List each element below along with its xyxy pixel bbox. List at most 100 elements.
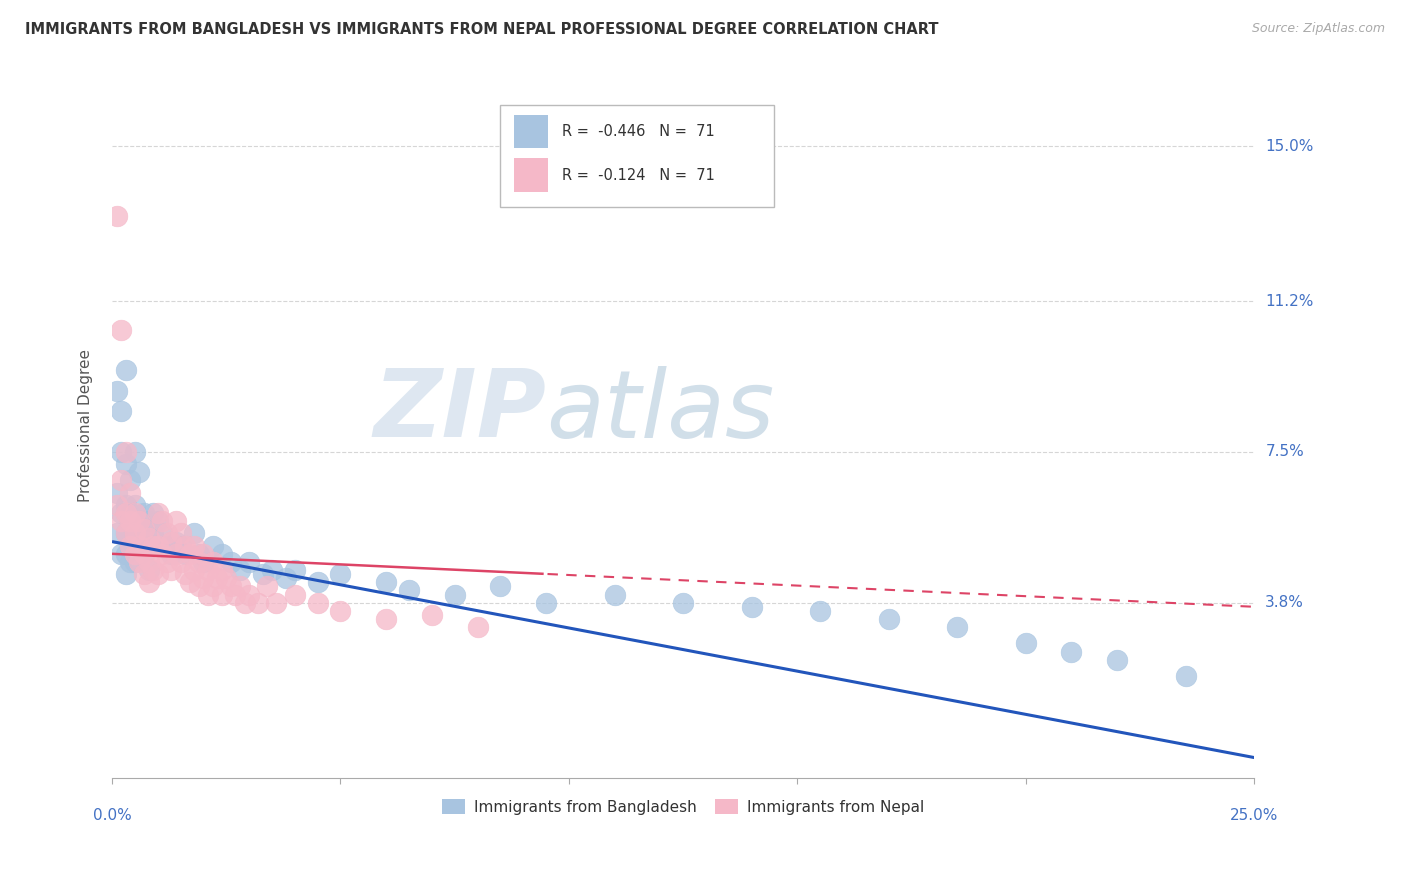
Point — [146, 539, 169, 553]
Point — [741, 599, 763, 614]
Point — [128, 514, 150, 528]
Point — [211, 547, 233, 561]
Point — [114, 363, 136, 377]
Point — [197, 563, 219, 577]
Point — [110, 404, 132, 418]
Point — [124, 526, 146, 541]
Point — [132, 522, 155, 536]
Point — [247, 596, 270, 610]
Point — [808, 604, 831, 618]
Point — [284, 563, 307, 577]
Point — [105, 498, 128, 512]
Point — [329, 567, 352, 582]
Point — [128, 539, 150, 553]
Point — [201, 579, 224, 593]
Point — [238, 555, 260, 569]
Point — [266, 596, 288, 610]
Point — [120, 514, 142, 528]
Point — [197, 588, 219, 602]
Point — [375, 612, 398, 626]
Point — [110, 514, 132, 528]
Point — [443, 588, 465, 602]
Point — [120, 539, 142, 553]
Point — [120, 514, 142, 528]
FancyBboxPatch shape — [515, 158, 548, 192]
Point — [120, 474, 142, 488]
Point — [946, 620, 969, 634]
Y-axis label: Professional Degree: Professional Degree — [79, 349, 93, 502]
Point — [160, 534, 183, 549]
Point — [174, 547, 197, 561]
Point — [120, 539, 142, 553]
Point — [467, 620, 489, 634]
Point — [398, 583, 420, 598]
Point — [124, 526, 146, 541]
Point — [187, 579, 209, 593]
Point — [183, 526, 205, 541]
Point — [1107, 653, 1129, 667]
Point — [105, 384, 128, 398]
Point — [105, 485, 128, 500]
Text: IMMIGRANTS FROM BANGLADESH VS IMMIGRANTS FROM NEPAL PROFESSIONAL DEGREE CORRELAT: IMMIGRANTS FROM BANGLADESH VS IMMIGRANTS… — [25, 22, 939, 37]
Point — [146, 506, 169, 520]
Text: 7.5%: 7.5% — [1265, 444, 1303, 459]
Point — [132, 547, 155, 561]
Point — [156, 526, 179, 541]
Point — [183, 563, 205, 577]
Text: 15.0%: 15.0% — [1265, 139, 1313, 153]
Point — [252, 567, 274, 582]
Point — [146, 567, 169, 582]
Point — [156, 555, 179, 569]
Point — [128, 555, 150, 569]
Point — [238, 588, 260, 602]
Point — [114, 526, 136, 541]
Point — [211, 588, 233, 602]
Point — [124, 547, 146, 561]
Point — [142, 539, 165, 553]
Point — [120, 485, 142, 500]
Point — [179, 547, 201, 561]
Point — [150, 547, 173, 561]
Point — [187, 555, 209, 569]
Text: Source: ZipAtlas.com: Source: ZipAtlas.com — [1251, 22, 1385, 36]
Point — [124, 506, 146, 520]
Point — [138, 555, 160, 569]
Point — [1174, 669, 1197, 683]
Point — [307, 575, 329, 590]
Point — [160, 563, 183, 577]
Text: ZIP: ZIP — [373, 366, 546, 458]
Point — [142, 526, 165, 541]
Point — [307, 596, 329, 610]
Point — [375, 575, 398, 590]
Point — [169, 539, 191, 553]
Point — [124, 445, 146, 459]
Text: atlas: atlas — [546, 366, 775, 457]
Point — [603, 588, 626, 602]
Text: 0.0%: 0.0% — [93, 808, 131, 823]
Point — [229, 579, 252, 593]
Point — [120, 506, 142, 520]
Point — [233, 596, 256, 610]
Legend: Immigrants from Bangladesh, Immigrants from Nepal: Immigrants from Bangladesh, Immigrants f… — [436, 793, 931, 821]
Point — [420, 607, 443, 622]
Point — [138, 539, 160, 553]
Text: 25.0%: 25.0% — [1230, 808, 1278, 823]
Point — [877, 612, 900, 626]
FancyBboxPatch shape — [515, 114, 548, 148]
Point — [114, 567, 136, 582]
Point — [165, 514, 187, 528]
Point — [114, 526, 136, 541]
Text: R =  -0.124   N =  71: R = -0.124 N = 71 — [562, 168, 714, 183]
Point — [174, 567, 197, 582]
Point — [219, 555, 242, 569]
Point — [146, 514, 169, 528]
Point — [672, 596, 695, 610]
Point — [174, 539, 197, 553]
Point — [229, 563, 252, 577]
Point — [193, 571, 215, 585]
Point — [1060, 644, 1083, 658]
Point — [169, 526, 191, 541]
Point — [183, 539, 205, 553]
Point — [105, 526, 128, 541]
Point — [132, 526, 155, 541]
